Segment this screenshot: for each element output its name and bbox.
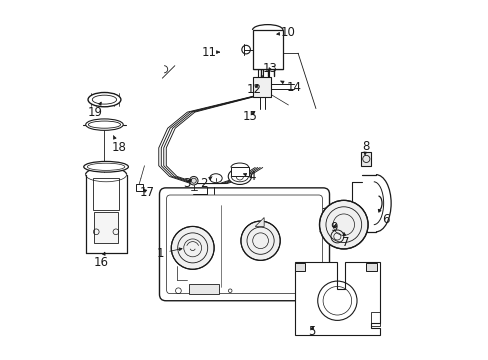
- Text: 14: 14: [280, 81, 301, 94]
- Bar: [252, 30, 283, 69]
- Polygon shape: [294, 262, 380, 336]
- Ellipse shape: [88, 93, 121, 107]
- Text: 1: 1: [157, 247, 182, 260]
- Text: 16: 16: [93, 252, 108, 269]
- Text: 5: 5: [307, 325, 315, 338]
- Text: 13: 13: [262, 62, 277, 75]
- Ellipse shape: [83, 161, 128, 172]
- Bar: [135, 184, 142, 191]
- Text: 18: 18: [111, 136, 126, 154]
- Text: 6: 6: [378, 209, 388, 226]
- Bar: [361, 152, 370, 166]
- Circle shape: [241, 221, 280, 260]
- Text: 10: 10: [276, 26, 295, 39]
- Bar: [94, 212, 118, 243]
- Text: 15: 15: [242, 110, 257, 123]
- Text: 9: 9: [330, 221, 337, 234]
- Text: 17: 17: [140, 186, 155, 199]
- Bar: [365, 263, 376, 271]
- Polygon shape: [255, 217, 264, 226]
- Circle shape: [171, 226, 214, 269]
- Ellipse shape: [228, 168, 251, 184]
- Text: 8: 8: [362, 140, 369, 156]
- Bar: [93, 178, 119, 210]
- FancyBboxPatch shape: [159, 188, 329, 301]
- Text: 2: 2: [199, 177, 212, 190]
- Text: 12: 12: [246, 84, 261, 96]
- Bar: [252, 77, 270, 97]
- Bar: [294, 263, 305, 271]
- Text: 19: 19: [87, 102, 102, 120]
- Bar: [230, 167, 248, 176]
- Circle shape: [319, 201, 367, 249]
- Text: 11: 11: [201, 46, 219, 59]
- Bar: [189, 284, 219, 294]
- Bar: [370, 312, 380, 327]
- Circle shape: [189, 176, 198, 185]
- Text: 4: 4: [243, 170, 255, 183]
- Ellipse shape: [85, 119, 123, 130]
- Text: 7: 7: [341, 233, 348, 249]
- Text: 3: 3: [183, 177, 191, 190]
